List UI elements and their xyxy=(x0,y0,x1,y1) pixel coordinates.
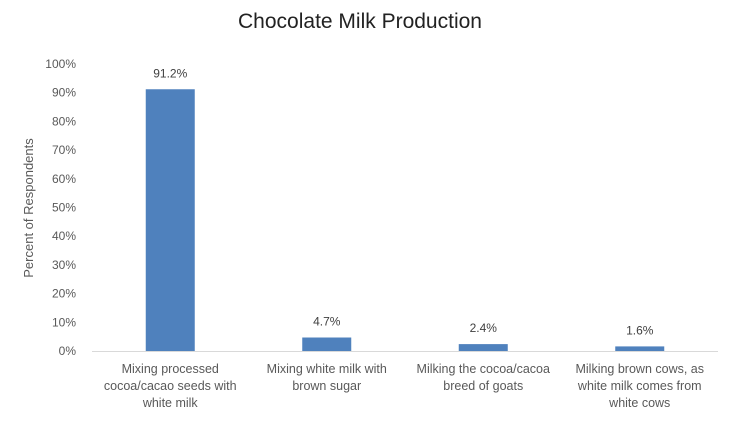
data-label: 2.4% xyxy=(470,321,498,335)
y-tick-label: 40% xyxy=(52,229,76,243)
y-tick-label: 70% xyxy=(52,143,76,157)
y-tick-label: 10% xyxy=(52,315,76,329)
category-label: Mixing white milk with brown sugar xyxy=(267,362,387,393)
y-axis-label: Percent of Respondents xyxy=(21,138,36,278)
y-tick-label: 90% xyxy=(52,86,76,100)
y-tick-label: 60% xyxy=(52,172,76,186)
data-label: 1.6% xyxy=(626,323,654,337)
data-label: 91.2% xyxy=(153,66,187,80)
y-tick-label: 20% xyxy=(52,287,76,301)
y-tick-label: 0% xyxy=(59,344,77,358)
bar xyxy=(302,337,352,351)
bars xyxy=(145,89,665,352)
chart-title: Chocolate Milk Production xyxy=(238,10,482,33)
category-label: Milking the cocoa/cacoa breed of goats xyxy=(417,362,550,393)
y-tick-label: 100% xyxy=(45,57,76,71)
y-tick-label: 80% xyxy=(52,114,76,128)
data-label: 4.7% xyxy=(313,315,341,329)
bar xyxy=(458,344,508,351)
y-tick-label: 30% xyxy=(52,258,76,272)
bar xyxy=(145,89,195,352)
bar xyxy=(615,346,665,351)
category-labels: Mixing processed cocoa/cacao seeds with wh… xyxy=(104,362,704,410)
y-tick-label: 50% xyxy=(52,201,76,215)
y-tick-labels: 0% 10% 20% 30% 40% 50% 60% 70% 80% 90% 100% xyxy=(45,57,76,358)
category-label: Milking brown cows, as white milk comes f… xyxy=(575,362,704,410)
category-label: Mixing processed cocoa/cacao seeds with wh… xyxy=(104,362,237,410)
data-labels: 91.2% 4.7% 2.4% 1.6% xyxy=(153,66,654,337)
